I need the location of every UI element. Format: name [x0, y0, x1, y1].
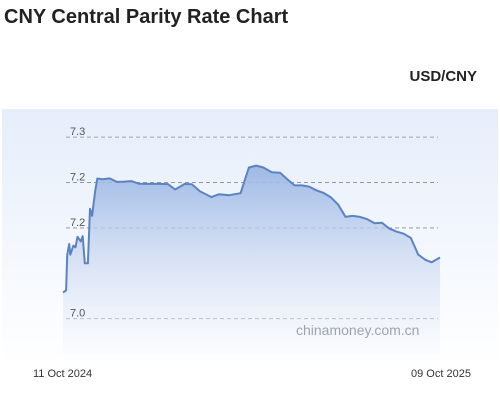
y-tick-label: 7.2: [70, 172, 85, 184]
chart-panel: 7.3 7.2 7.2 7.0 chinamoney.com.cn: [2, 109, 498, 365]
page-title: CNY Central Parity Rate Chart: [4, 6, 289, 28]
rate-chart: 7.3 7.2 7.2 7.0 chinamoney.com.cn: [2, 109, 498, 365]
y-tick-label: 7.3: [70, 126, 85, 138]
rate-series-line: [62, 164, 441, 294]
watermark-text: chinamoney.com.cn: [296, 322, 419, 338]
currency-pair-label: USD/CNY: [409, 68, 477, 85]
y-tick-label: 7.2: [70, 217, 85, 229]
y-tick-label: 7.0: [70, 308, 85, 320]
rate-area-fill: [63, 165, 440, 355]
x-axis-end-label: 09 Oct 2025: [411, 368, 471, 380]
x-axis-start-label: 11 Oct 2024: [33, 368, 93, 380]
